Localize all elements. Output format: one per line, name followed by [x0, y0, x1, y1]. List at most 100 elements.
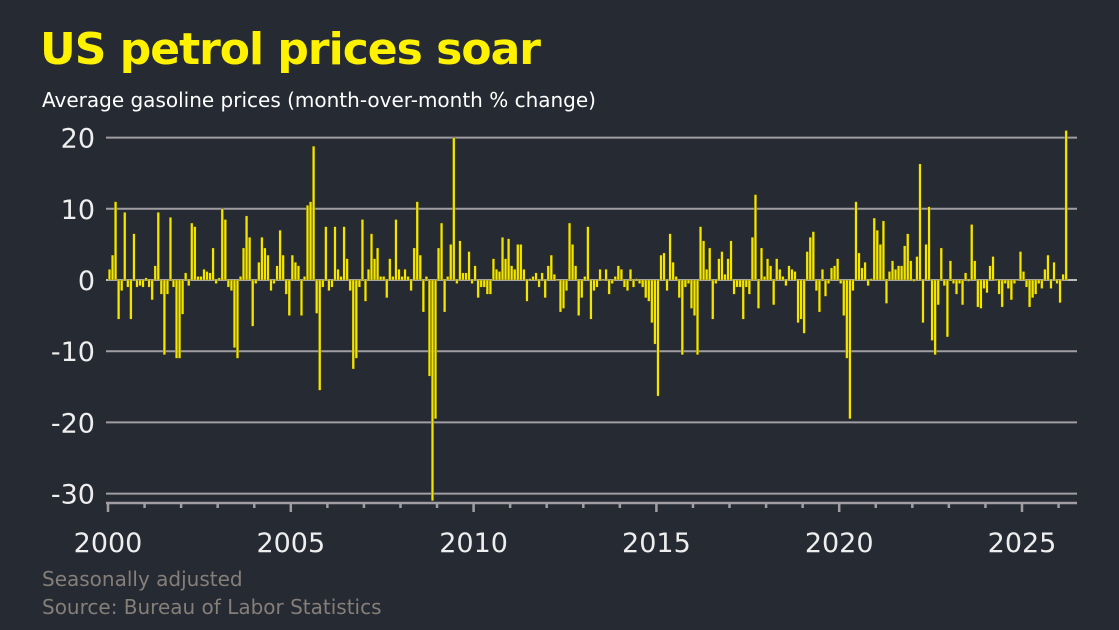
bar: [677, 279, 681, 298]
x-axis: 2000 2005 2010 2015 2020 2025: [74, 501, 1077, 559]
bar: [595, 279, 599, 288]
bar: [233, 279, 236, 348]
bar: [318, 279, 322, 391]
bar: [1012, 279, 1016, 284]
bar: [607, 279, 611, 295]
bar: [178, 279, 182, 359]
bar: [458, 240, 462, 281]
footnote-seasonally-adjusted: Seasonally adjusted: [42, 567, 243, 591]
bar: [348, 279, 352, 291]
bar: [479, 279, 483, 288]
bar: [583, 276, 587, 281]
bar: [126, 279, 130, 288]
y-tick-label: -10: [51, 337, 95, 368]
bar: [878, 244, 882, 281]
x-tick-label: 2000: [74, 528, 143, 559]
bar: [930, 279, 934, 341]
bar: [909, 260, 913, 281]
bar: [674, 276, 678, 281]
bar: [1040, 279, 1044, 289]
bar: [821, 269, 824, 281]
bar: [373, 258, 377, 281]
bar: [760, 247, 763, 281]
bar: [814, 279, 818, 291]
bar: [933, 279, 937, 355]
bar: [702, 240, 706, 281]
bar: [622, 279, 626, 288]
bar: [370, 233, 373, 281]
bar: [939, 247, 943, 281]
bar: [257, 262, 261, 281]
bar: [123, 212, 127, 281]
bar: [897, 265, 901, 281]
bar: [817, 279, 821, 313]
bar: [830, 267, 834, 281]
bar: [693, 279, 696, 316]
bar: [851, 279, 855, 291]
bar: [525, 279, 529, 302]
bar: [226, 279, 230, 288]
bar: [1046, 254, 1050, 281]
bar: [936, 279, 940, 306]
bar: [208, 272, 212, 281]
bar: [1022, 271, 1025, 281]
bar: [397, 269, 401, 281]
bar: [495, 269, 498, 281]
bar: [696, 279, 699, 355]
x-tick-label: 2020: [805, 528, 874, 559]
bar: [881, 220, 885, 281]
bar: [894, 269, 897, 281]
bar: [650, 279, 654, 323]
bar: [903, 245, 907, 281]
bar: [205, 271, 209, 281]
bar: [872, 217, 876, 281]
bar: [955, 279, 958, 295]
bar: [827, 279, 830, 284]
bar: [717, 258, 721, 281]
bar: [750, 237, 754, 281]
bar: [275, 265, 279, 281]
bar: [671, 262, 675, 281]
bar: [705, 269, 709, 281]
bar: [662, 252, 666, 281]
bar: [196, 276, 200, 281]
bar: [156, 212, 160, 281]
bar: [641, 279, 645, 288]
bar: [866, 279, 870, 286]
bar: [342, 226, 346, 281]
bar: [187, 279, 191, 286]
bar: [516, 244, 520, 281]
bar: [906, 233, 910, 281]
bar: [415, 201, 419, 281]
bar: [315, 279, 319, 314]
bar: [169, 217, 172, 281]
bar: [290, 254, 294, 281]
bar: [537, 279, 541, 288]
bar: [229, 279, 233, 291]
bar: [108, 269, 111, 281]
bar: [842, 279, 846, 316]
bar: [1019, 251, 1022, 281]
bar: [836, 258, 840, 281]
bar: [220, 208, 224, 281]
bar: [571, 244, 575, 281]
bar: [580, 279, 584, 298]
bar: [360, 219, 364, 281]
bar: [440, 222, 444, 281]
bar: [559, 279, 562, 313]
bar: [991, 256, 995, 281]
bar: [653, 279, 657, 345]
bar: [766, 258, 770, 281]
bar: [900, 265, 904, 281]
bar: [979, 279, 983, 309]
bar: [239, 276, 242, 281]
bar: [434, 279, 437, 419]
bar: [729, 240, 733, 281]
bar: [1052, 262, 1056, 281]
bar: [485, 279, 489, 295]
bar: [406, 276, 410, 281]
x-tick-label: 2025: [988, 528, 1057, 559]
bar: [357, 279, 361, 288]
bar: [217, 277, 221, 281]
bar: [1000, 279, 1004, 308]
